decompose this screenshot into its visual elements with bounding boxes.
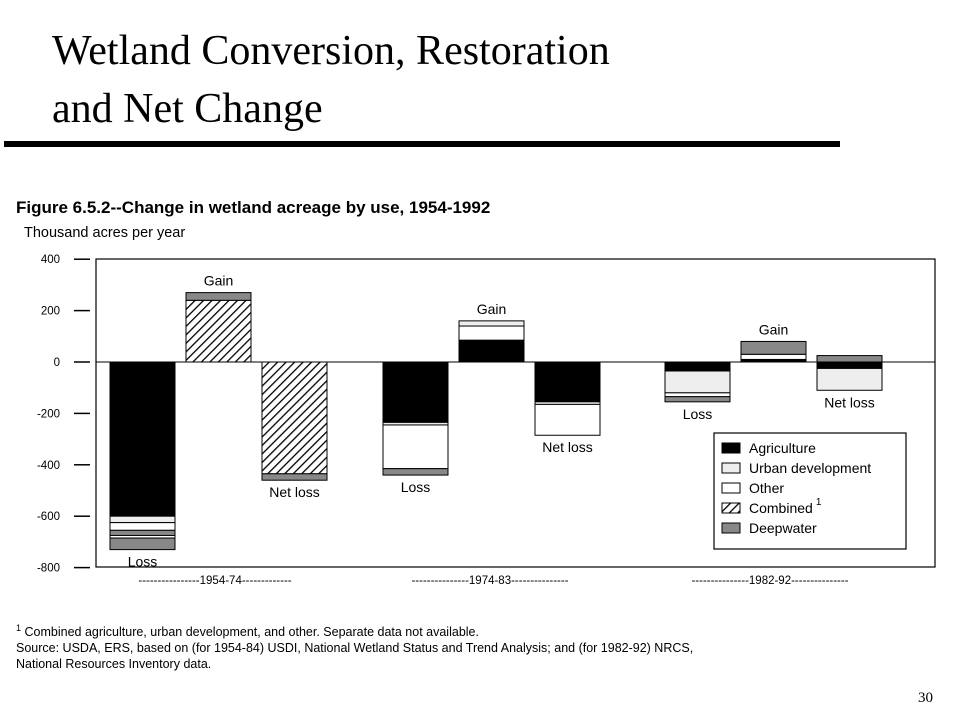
legend-swatch-other <box>721 482 741 494</box>
bar-segment-urban <box>816 367 883 391</box>
slide-title-line-2: and Net Change <box>52 86 323 132</box>
legend-box <box>713 432 907 550</box>
bar-segment-agriculture <box>109 361 176 517</box>
bar-label: Gain <box>204 273 234 289</box>
plot-frame <box>95 258 936 568</box>
bar-segment-other <box>109 522 176 531</box>
legend-swatch-deepwater <box>721 522 741 534</box>
figure-title: Figure 6.5.2--Change in wetland acreage … <box>16 198 491 217</box>
bar-label: Net loss <box>542 439 593 455</box>
footnote-line: 1 Combined agriculture, urban developmen… <box>16 620 693 640</box>
bar-label: Net loss <box>269 484 320 500</box>
bar-label: Loss <box>128 554 158 570</box>
bar-segment-agriculture <box>458 339 525 363</box>
legend: Agriculture Urban development OtherCombine… <box>713 432 907 550</box>
bar-segment-deepwater <box>109 529 176 536</box>
legend-swatch-urban <box>721 462 741 474</box>
bar-segment-agriculture <box>534 361 601 403</box>
bar-segment-deepwater <box>816 355 883 363</box>
period-label: ---------------1974-83--------------- <box>411 575 568 587</box>
bar-label: Loss <box>401 479 431 495</box>
bar-segment-deepwater <box>740 340 807 355</box>
bar-segment-deepwater <box>382 468 449 476</box>
legend-swatch-agriculture <box>721 442 741 454</box>
bar-segment-combined <box>261 361 328 475</box>
bar-label: Gain <box>759 321 789 337</box>
slide-title: Wetland Conversion, Restoration and Net … <box>52 22 812 138</box>
bar-label: Gain <box>477 301 507 317</box>
legend-label-combined: Combined 1 <box>749 497 822 516</box>
wetland-change-chart: 400 200 0 -200 -400 -600 -800 Loss Gain Net loss… <box>37 254 936 587</box>
period-labels: ----------------1954-74------------- ----… <box>138 575 848 587</box>
legend-superscript: 1 <box>816 497 822 508</box>
bar-segment-urban <box>664 370 731 394</box>
legend-label-urban: Urban development <box>749 460 871 476</box>
bar-segment-agriculture <box>382 361 449 423</box>
y-tick-label: -600 <box>37 511 60 523</box>
period-label: ----------------1954-74------------- <box>138 575 291 587</box>
bar-segment-agriculture <box>664 361 731 372</box>
y-axis-unit-label: Thousand acres per year <box>24 225 186 241</box>
y-tick-label: -800 <box>37 563 60 575</box>
bar-segment-deepwater <box>109 537 176 551</box>
bar-label: Net loss <box>824 394 875 410</box>
legend-label-other: Other <box>749 480 784 496</box>
legend-label-deepwater: Deepwater <box>749 520 817 536</box>
bar-segment-other <box>458 325 525 341</box>
y-tick-label: -200 <box>37 408 60 420</box>
y-tick-label: 0 <box>54 357 60 369</box>
y-tick-label: 200 <box>41 306 60 318</box>
bar-segment-other <box>664 392 731 398</box>
slide-title-line-1: Wetland Conversion, Restoration <box>52 28 610 74</box>
footnote-text: Combined agriculture, urban development,… <box>24 625 479 639</box>
title-underline <box>4 141 840 147</box>
footnote-marker: 1 <box>16 623 22 633</box>
y-tick-label: 400 <box>41 254 60 266</box>
bar-segment-deepwater <box>185 292 252 301</box>
page-number: 30 <box>918 690 933 706</box>
y-axis: 400 200 0 -200 -400 -600 -800 <box>37 254 90 575</box>
bar-segment-combined <box>185 299 252 363</box>
legend-swatch-combined <box>721 502 741 514</box>
bar-segment-agriculture <box>816 361 883 369</box>
source-line-2: National Resources Inventory data. <box>16 657 212 671</box>
bars-layer: Loss Gain Net loss Loss Gain Net loss Loss Gain… <box>109 273 883 570</box>
bar-segment-deepwater <box>664 396 731 403</box>
bar-segment-other <box>740 353 807 360</box>
footnote: 1 Combined agriculture, urban developmen… <box>16 620 693 672</box>
period-label: ---------------1982-92--------------- <box>691 575 848 587</box>
bar-segment-urban <box>458 320 525 327</box>
bar-segment-urban <box>109 515 176 524</box>
y-tick-label: -400 <box>37 460 60 472</box>
legend-label-agriculture: Agriculture <box>749 440 816 456</box>
bar-segment-other <box>382 424 449 470</box>
source-line-1: Source: USDA, ERS, based on (for 1954-84… <box>16 641 694 655</box>
bar-segment-deepwater <box>261 473 328 481</box>
bar-label: Loss <box>683 406 713 422</box>
bar-segment-other <box>534 403 601 436</box>
